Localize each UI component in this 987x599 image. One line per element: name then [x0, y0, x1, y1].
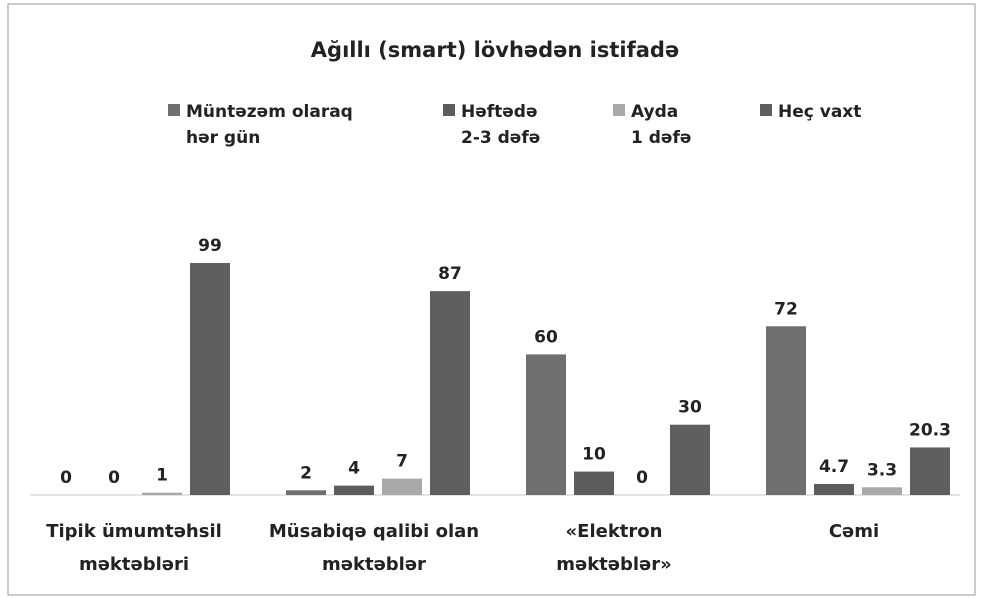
bar [430, 291, 470, 495]
data-label: 99 [198, 236, 222, 256]
data-label: 4.7 [819, 457, 849, 477]
data-label: 20.3 [909, 420, 951, 440]
x-tick-label: «Elektron məktəblər» [556, 521, 672, 575]
data-label: 0 [636, 468, 648, 488]
chart-title: Ağıllı (smart) lövhədən istifadə [311, 38, 679, 62]
bar [190, 263, 230, 495]
bar [142, 492, 182, 495]
data-label: 3.3 [867, 460, 897, 480]
legend-label: Heç vaxt [778, 102, 861, 122]
data-label: 1 [156, 466, 168, 486]
bar [814, 483, 854, 495]
data-label: 0 [108, 468, 120, 488]
legend-swatch [613, 104, 625, 116]
legend-label: Müntəzəm olaraq hər gün [186, 102, 353, 148]
data-label: 7 [396, 452, 408, 472]
bar [526, 354, 566, 495]
data-label: 30 [678, 398, 702, 418]
legend-label: Ayda 1 dəfə [631, 102, 691, 148]
legend-swatch [168, 104, 180, 116]
x-tick-label: Müsabiqə qalibi olan məktəblər [269, 521, 479, 575]
bar [286, 490, 326, 495]
bar [862, 487, 902, 495]
data-label: 4 [348, 459, 360, 479]
bar [670, 424, 710, 495]
x-tick-label: Cəmi [829, 521, 879, 542]
bar [910, 447, 950, 495]
chart-border [7, 3, 976, 596]
data-label: 10 [582, 445, 606, 465]
data-label: 87 [438, 264, 462, 284]
bar [382, 478, 422, 495]
bar [334, 485, 374, 495]
data-label: 60 [534, 327, 558, 347]
legend-label: Həftədə 2-3 dəfə [461, 102, 540, 148]
bar [766, 326, 806, 495]
x-tick-label: Tipik ümumtəhsil məktəbləri [46, 521, 222, 575]
legend-swatch [443, 104, 455, 116]
legend-swatch [760, 104, 772, 116]
data-label: 2 [300, 463, 312, 483]
bar [574, 471, 614, 495]
data-label: 72 [774, 299, 798, 319]
data-label: 0 [60, 468, 72, 488]
